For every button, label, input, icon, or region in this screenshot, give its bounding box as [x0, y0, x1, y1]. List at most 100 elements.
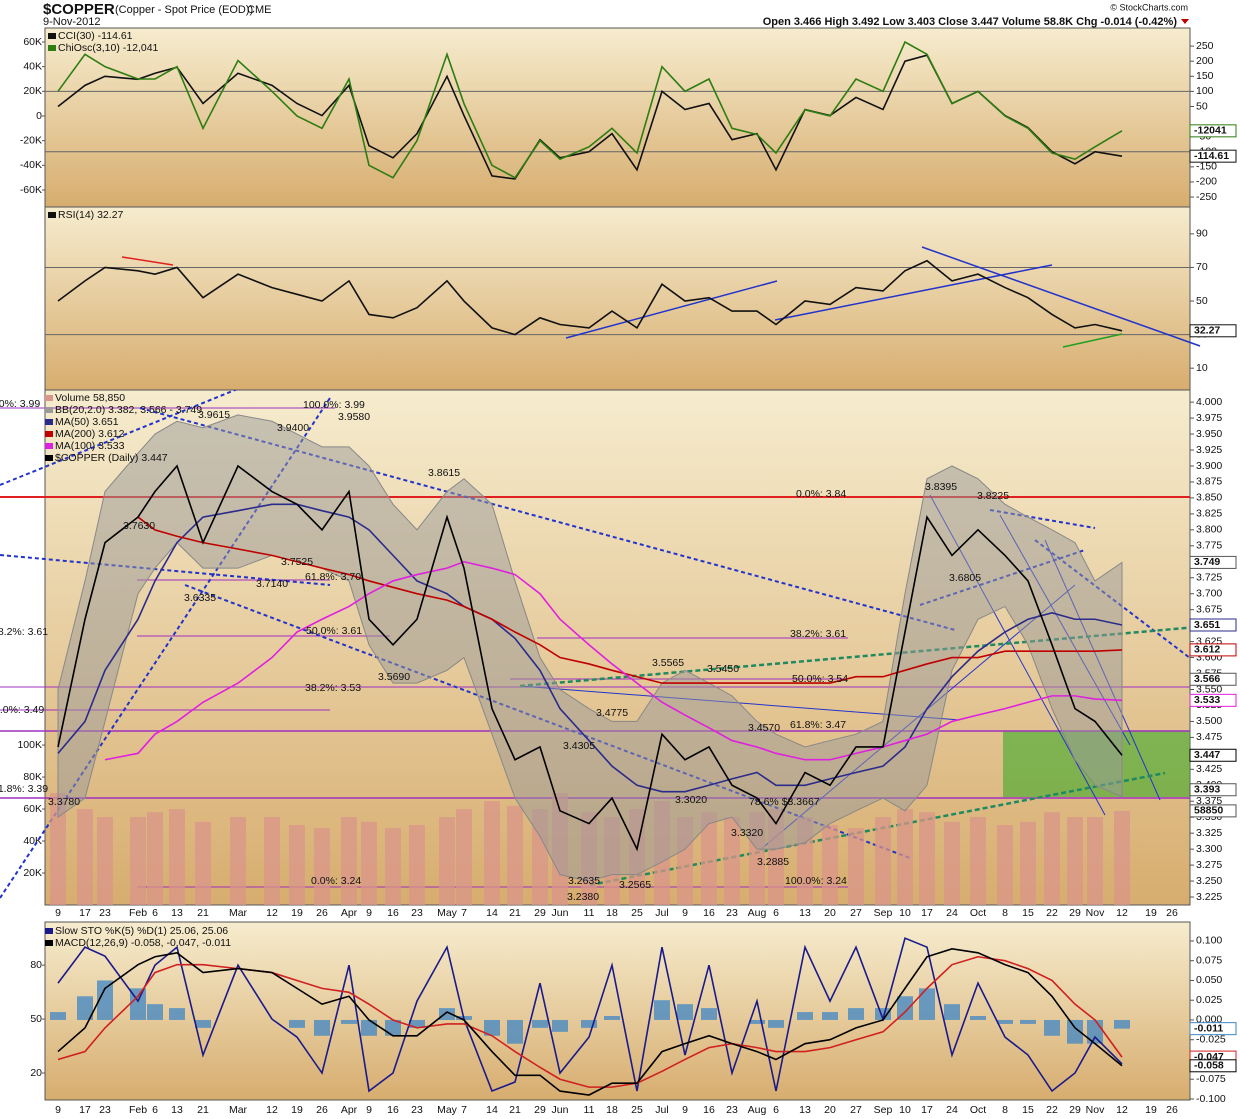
annotation: 3.8395 — [925, 481, 957, 493]
y2-tick-label: 0.100 — [1196, 935, 1222, 947]
x-tick-label: 19 — [291, 907, 303, 919]
x-tick-label: 9 — [366, 907, 372, 919]
y2-tick-label: 3.775 — [1196, 540, 1222, 552]
value-tag: 3.612 — [1194, 644, 1220, 656]
bar — [147, 812, 163, 905]
annotation: 50.0%: 3.61 — [306, 625, 362, 637]
trendline — [565, 280, 778, 339]
trendline — [1062, 333, 1123, 348]
bar — [944, 821, 960, 905]
value-tag-box — [1189, 1022, 1237, 1036]
x-tick-label: 8 — [1002, 1104, 1008, 1116]
bar — [97, 980, 113, 1020]
x-tick-label: 14 — [486, 907, 498, 919]
x-tick-label: 6 — [773, 907, 779, 919]
x-tick-label: Oct — [970, 907, 986, 919]
x-tick-label: 9 — [682, 1104, 688, 1116]
y2-tick-label: 3.375 — [1196, 795, 1222, 807]
x-tick-label: 17 — [921, 1104, 933, 1116]
y2-tick-label: -200 — [1196, 176, 1217, 188]
annotation: 3.2635 — [568, 875, 600, 887]
y-tick-label: 20 — [30, 1067, 42, 1079]
value-tag: 58850 — [1194, 805, 1223, 817]
x-tick-label: 19 — [1145, 1104, 1157, 1116]
x-tick-label: 6 — [152, 1104, 158, 1116]
bar — [897, 996, 913, 1020]
value-tag: -114.61 — [1194, 150, 1229, 162]
value-tag: -0.011 — [1194, 1022, 1223, 1034]
bar — [875, 1008, 891, 1020]
y2-tick-label: 3.950 — [1196, 428, 1222, 440]
y2-tick-label: 0.050 — [1196, 974, 1222, 986]
legend-label: Volume 58,850 — [55, 392, 125, 404]
bar — [361, 1019, 377, 1036]
bar — [456, 809, 472, 905]
value-tag: -12041 — [1194, 125, 1227, 137]
x-tick-label: 18 — [606, 1104, 618, 1116]
bar — [409, 1019, 425, 1028]
annotation: 3.5450 — [707, 663, 739, 675]
x-tick-label: Oct — [970, 1104, 986, 1116]
bar — [768, 1019, 784, 1028]
x-tick-label: Aug — [748, 1104, 767, 1116]
x-tick-label: 26 — [1166, 1104, 1178, 1116]
bar — [724, 817, 740, 905]
legend-swatch — [45, 407, 53, 413]
series-line — [57, 948, 1123, 1096]
value-tag-box — [1189, 149, 1237, 163]
bar — [169, 809, 185, 905]
bar — [484, 1019, 500, 1036]
annotation: 61.8%: 3.39 — [0, 783, 48, 795]
x-tick-label: 24 — [946, 907, 958, 919]
x-tick-label: 29 — [1069, 1104, 1081, 1116]
x-tick-label: 23 — [411, 1104, 423, 1116]
bar — [848, 828, 864, 905]
x-tick-label: 25 — [631, 907, 643, 919]
bar — [169, 1008, 185, 1020]
y2-tick-label: 3.300 — [1196, 843, 1222, 855]
bar — [264, 817, 280, 905]
annotation: 3.6805 — [949, 572, 981, 584]
bar — [341, 817, 357, 905]
annotation: 3.8615 — [428, 467, 460, 479]
bar — [1114, 810, 1130, 905]
bar — [77, 809, 93, 905]
x-tick-label: 16 — [387, 907, 399, 919]
y2-tick-label: 3.250 — [1196, 875, 1222, 887]
x-tick-label: Apr — [341, 907, 358, 919]
x-tick-label: 19 — [1145, 907, 1157, 919]
value-tag-box — [1189, 643, 1237, 657]
rsi-panel — [44, 206, 1191, 391]
x-tick-label: 27 — [850, 907, 862, 919]
value-tag-box — [1189, 748, 1237, 762]
bar — [50, 1012, 66, 1020]
bar — [944, 1004, 960, 1020]
bar — [604, 1016, 620, 1020]
y-tick-label: -20K — [20, 134, 42, 146]
series-line — [57, 259, 1123, 336]
x-tick-label: 27 — [850, 1104, 862, 1116]
value-tag: 3.749 — [1194, 556, 1220, 568]
bar — [848, 1008, 864, 1020]
annotation: 78.6% $3.3667 — [749, 796, 820, 808]
y2-tick-label: 3.725 — [1196, 572, 1222, 584]
legend-label: ChiOsc(3,10) -12,041 — [58, 42, 159, 54]
annotation: 3.9400 — [277, 422, 309, 434]
y-tick-label: 100K — [17, 739, 42, 751]
annotation: 3.5690 — [378, 671, 410, 683]
bar — [581, 1019, 597, 1028]
bar — [77, 996, 93, 1020]
annotation: 38.2%: 3.61 — [790, 628, 846, 640]
bar — [1114, 1019, 1130, 1029]
bar — [897, 809, 913, 905]
annotation: 3.9615 — [198, 409, 230, 421]
bar — [997, 1019, 1013, 1024]
value-tag: 3.447 — [1194, 749, 1220, 761]
bar — [195, 1019, 211, 1028]
x-tick-label: Apr — [341, 1104, 358, 1116]
x-tick-label: 26 — [316, 1104, 328, 1116]
trendline — [0, 390, 238, 486]
bar — [314, 1019, 330, 1036]
value-tag-box — [1189, 1059, 1237, 1073]
